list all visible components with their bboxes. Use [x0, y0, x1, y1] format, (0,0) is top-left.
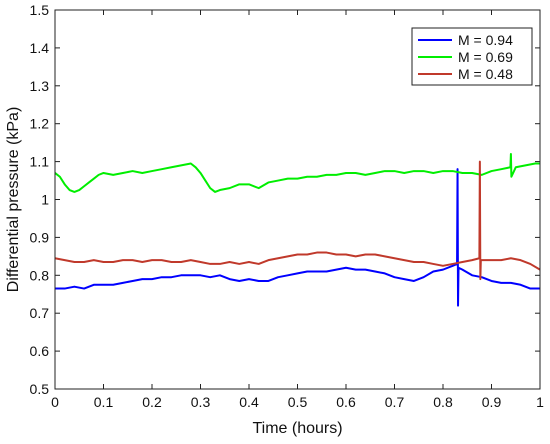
series-line-m-0-69: [54, 153, 540, 193]
y-tick-label: 0.5: [30, 381, 50, 397]
series-line-m-0-94: [55, 168, 540, 307]
x-tick-label: 0.6: [336, 394, 356, 410]
y-tick-label: 1.3: [30, 78, 50, 94]
x-tick-label: 0.3: [191, 394, 211, 410]
y-tick-label: 1.2: [30, 116, 50, 132]
y-tick-label: 0.9: [30, 229, 50, 245]
x-tick-label: 1: [536, 394, 544, 410]
legend-label: M = 0.94: [458, 32, 513, 48]
y-axis-title: Differential pressure (kPa): [5, 107, 22, 293]
x-tick-label: 0.1: [94, 394, 114, 410]
y-tick-label: 0.6: [30, 343, 50, 359]
legend-label: M = 0.69: [458, 49, 513, 65]
x-tick-label: 0.5: [288, 394, 308, 410]
x-tick-label: 0: [51, 394, 59, 410]
x-tick-label: 0.8: [433, 394, 453, 410]
x-tick-label: 0.9: [482, 394, 502, 410]
x-tick-label: 0.2: [142, 394, 162, 410]
y-tick-label: 0.7: [30, 305, 50, 321]
y-tick-label: 1.4: [30, 40, 50, 56]
legend-label: M = 0.48: [458, 66, 513, 82]
y-tick-label: 0.8: [30, 267, 50, 283]
y-tick-label: 1.5: [30, 2, 50, 18]
y-tick-label: 1.1: [30, 154, 50, 170]
x-tick-label: 0.7: [385, 394, 405, 410]
y-tick-label: 1: [41, 192, 49, 208]
x-tick-label: 0.4: [239, 394, 259, 410]
series-line-m-0-48: [54, 160, 541, 281]
x-axis-title: Time (hours): [252, 420, 342, 437]
